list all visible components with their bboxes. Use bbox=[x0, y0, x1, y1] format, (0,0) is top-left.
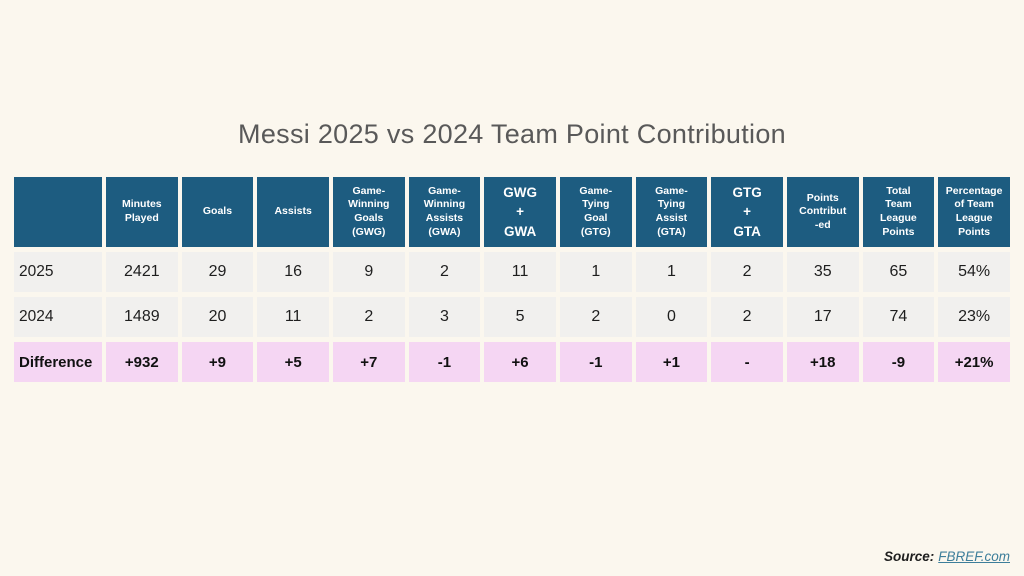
table-cell: 20 bbox=[181, 297, 254, 337]
table-cell: 2421 bbox=[106, 252, 178, 292]
table-cell: 23% bbox=[938, 297, 1010, 337]
source-label: Source: bbox=[883, 549, 935, 564]
table-cell: 9 bbox=[332, 252, 405, 292]
col-header-minutes-played: Minutes Played bbox=[106, 177, 178, 247]
table-cell: 2 bbox=[332, 297, 405, 337]
table-cell: 74 bbox=[862, 297, 935, 337]
table-cell: 65 bbox=[862, 252, 935, 292]
table-cell: 11 bbox=[484, 252, 556, 292]
table-cell: +1 bbox=[635, 342, 708, 382]
table-cell: 2 bbox=[711, 252, 783, 292]
col-header-pct-team-league-points: Percentage of Team League Points bbox=[938, 177, 1010, 247]
page-title: Messi 2025 vs 2024 Team Point Contributi… bbox=[238, 119, 786, 149]
source-link[interactable]: FBREF.com bbox=[938, 549, 1010, 564]
table-cell: +21% bbox=[938, 342, 1010, 382]
table-cell: -1 bbox=[408, 342, 481, 382]
table-cell: +5 bbox=[257, 342, 329, 382]
table-cell: 0 bbox=[635, 297, 708, 337]
table-cell: +9 bbox=[181, 342, 254, 382]
table-cell: 2 bbox=[559, 297, 632, 337]
col-header-goals: Goals bbox=[181, 177, 254, 247]
col-header-gwa: Game- Winning Assists (GWA) bbox=[408, 177, 481, 247]
table-row-2024: 2024 1489 20 11 2 3 5 2 0 2 17 74 23% bbox=[14, 297, 1010, 337]
col-header-blank bbox=[14, 177, 102, 247]
table-cell: - bbox=[711, 342, 783, 382]
table-cell: 1489 bbox=[106, 297, 178, 337]
col-header-total-team-league-points: Total Team League Points bbox=[862, 177, 935, 247]
source-note: Source: FBREF.com bbox=[884, 549, 1010, 564]
row-label-2025: 2025 bbox=[14, 252, 102, 292]
col-header-gtg: Game- Tying Goal (GTG) bbox=[559, 177, 632, 247]
table-cell: 3 bbox=[408, 297, 481, 337]
table-cell: 29 bbox=[181, 252, 254, 292]
table-cell: 17 bbox=[786, 297, 859, 337]
row-label-difference: Difference bbox=[14, 342, 102, 382]
col-header-assists: Assists bbox=[257, 177, 329, 247]
table-cell: 54% bbox=[938, 252, 1010, 292]
table-cell: 1 bbox=[635, 252, 708, 292]
header-row: Minutes Played Goals Assists Game- Winni… bbox=[14, 177, 1010, 247]
table-cell: -1 bbox=[559, 342, 632, 382]
table-cell: +7 bbox=[332, 342, 405, 382]
table-cell: 2 bbox=[711, 297, 783, 337]
table-row-difference: Difference +932 +9 +5 +7 -1 +6 -1 +1 - +… bbox=[14, 342, 1010, 382]
table-cell: 16 bbox=[257, 252, 329, 292]
table-row-2025: 2025 2421 29 16 9 2 11 1 1 2 35 65 54% bbox=[14, 252, 1010, 292]
col-header-points-contributed: Points Contribut -ed bbox=[786, 177, 859, 247]
col-header-gwg-plus-gwa: GWG + GWA bbox=[484, 177, 556, 247]
col-header-gtg-plus-gta: GTG + GTA bbox=[711, 177, 783, 247]
row-label-2024: 2024 bbox=[14, 297, 102, 337]
table-cell: 1 bbox=[559, 252, 632, 292]
table-cell: +6 bbox=[484, 342, 556, 382]
table-cell: 5 bbox=[484, 297, 556, 337]
table-cell: 11 bbox=[257, 297, 329, 337]
table-cell: -9 bbox=[862, 342, 935, 382]
table-cell: +932 bbox=[106, 342, 178, 382]
table-cell: 35 bbox=[786, 252, 859, 292]
table-cell: 2 bbox=[408, 252, 481, 292]
table-cell: +18 bbox=[786, 342, 859, 382]
col-header-gta: Game- Tying Assist (GTA) bbox=[635, 177, 708, 247]
col-header-gwg: Game- Winning Goals (GWG) bbox=[332, 177, 405, 247]
stats-table: Minutes Played Goals Assists Game- Winni… bbox=[10, 172, 1014, 387]
